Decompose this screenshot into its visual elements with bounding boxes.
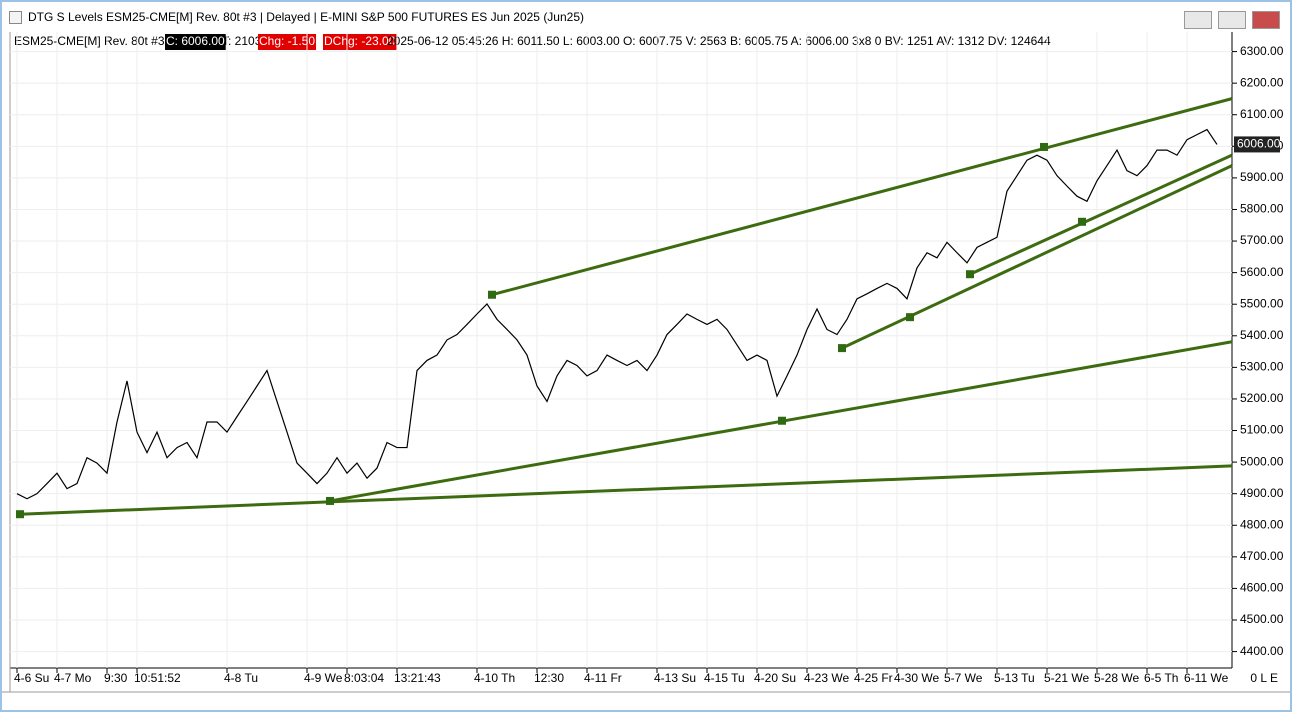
x-tick-label: 13:21:43 [394,671,441,685]
x-tick-label: 6-5 Th [1144,671,1178,685]
close-button[interactable] [1252,11,1280,29]
window-title: DTG S Levels ESM25-CME[M] Rev. 80t #3 | … [28,10,585,24]
x-tick-label: 4-15 Tu [704,671,745,685]
y-tick-label: 4500.00 [1240,612,1284,626]
y-tick-label: 5900.00 [1240,170,1284,184]
y-tick-label: 5700.00 [1240,233,1284,247]
y-tick-label: 5600.00 [1240,265,1284,279]
y-tick-label: 6300.00 [1240,44,1284,58]
info-field: C: 6006.00 [166,34,225,48]
trendline [491,97,1233,297]
info-field: ESM25-CME[M] Rev. 80t #3 [14,34,165,48]
trendline [969,153,1233,276]
x-tick-label: 4-7 Mo [54,671,92,685]
x-tick-label: 4-30 We [894,671,939,685]
x-tick-label: 5-21 We [1044,671,1089,685]
x-tick-label: 4-10 Th [474,671,515,685]
info-field: T: 2103 [222,34,262,48]
x-tick-label: 4-20 Su [754,671,796,685]
y-tick-label: 5300.00 [1240,360,1284,374]
x-tick-label: 4-8 Tu [224,671,258,685]
x-tick-label: 4-25 Fr [854,671,893,685]
y-tick-label: 5100.00 [1240,423,1284,437]
x-tick-label: 4-9 We [304,671,343,685]
x-tick-label: 5-28 We [1094,671,1139,685]
y-tick-label: 4700.00 [1240,549,1284,563]
info-field: DChg: -23.00 [324,34,396,48]
y-tick-label: 5200.00 [1240,391,1284,405]
x-tick-label: 4-13 Su [654,671,696,685]
chart: ESM25-CME[M] Rev. 80t #3 C: 6006.00T: 210… [2,32,1290,693]
y-tick-label: 5400.00 [1240,328,1284,342]
last-price-label: 6006.00 [1237,137,1281,151]
info-field: 2025-06-12 05:45:26 H: 6011.50 L: 6003.0… [387,34,1051,48]
pivot-marker [778,416,786,425]
y-tick-label: 5500.00 [1240,296,1284,310]
pivot-marker [16,510,24,519]
price-line [16,128,1218,500]
y-tick-label: 6100.00 [1240,107,1284,121]
minimize-button[interactable] [1184,11,1212,29]
last-price-box [1234,136,1280,153]
window-icon [9,11,22,24]
pivot-marker [488,290,496,299]
pivot-marker [1078,217,1086,226]
info-field: Chg: -1.50 [259,34,315,48]
title-bar: DTG S Levels ESM25-CME[M] Rev. 80t #3 | … [2,2,1290,32]
x-tick-label: 4-11 Fr [584,671,622,685]
pivot-marker [966,270,974,279]
y-tick-label: 4400.00 [1240,644,1284,658]
trendline [19,464,1233,516]
pivot-marker [838,344,846,353]
x-tick-label: 9:30 [104,671,128,685]
y-tick-label: 4800.00 [1240,517,1284,531]
x-tick-label: 4-23 We [804,671,849,685]
pivot-marker [1040,142,1048,151]
x-tick-label: 6-11 We [1184,671,1229,685]
x-tick-label: 12:30 [534,671,564,685]
x-tick-label: 8:03:04 [344,671,384,685]
y-tick-label: 6200.00 [1240,75,1284,89]
x-tick-label: 4-6 Su [14,671,49,685]
pivot-marker [326,496,334,505]
pivot-marker [906,313,914,322]
info-bar: ESM25-CME[M] Rev. 80t #3 C: 6006.00T: 210… [14,34,1051,50]
info-field-bg [165,34,226,50]
x-tick-label: 5-7 We [944,671,983,685]
info-field-bg [323,34,397,50]
x-tick-label: 5-13 Tu [994,671,1035,685]
x-tick-label: 10:51:52 [134,671,181,685]
trendline [841,164,1233,350]
y-tick-label: 5800.00 [1240,202,1284,216]
corner-label: 0 L E [1250,671,1278,685]
maximize-button[interactable] [1218,11,1246,29]
info-field-bg [258,34,317,50]
y-tick-label: 4900.00 [1240,486,1284,500]
y-tick-label: 4600.00 [1240,581,1284,595]
y-tick-label: 5000.00 [1240,454,1284,468]
